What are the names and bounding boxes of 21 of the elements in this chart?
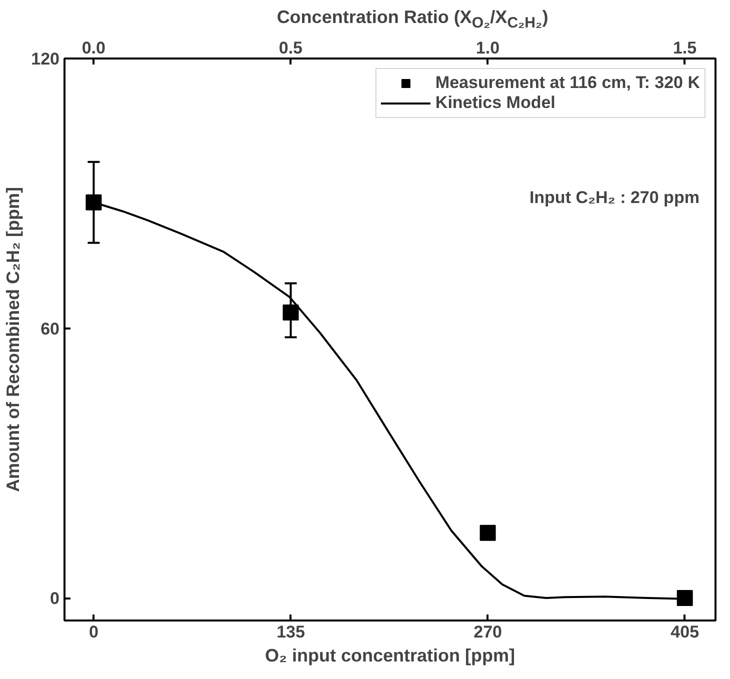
point bbox=[86, 194, 102, 210]
x2-tick-label: 0.0 bbox=[82, 38, 106, 58]
x-tick-label: 135 bbox=[276, 622, 305, 642]
x-tick-label: 405 bbox=[670, 622, 700, 642]
point bbox=[480, 524, 496, 541]
x2-tick-label: 1.0 bbox=[476, 38, 500, 58]
x-tick-label: 0 bbox=[88, 622, 98, 642]
x-axis-title: O₂ input concentration [ppm] bbox=[265, 646, 515, 666]
y-axis-title: Amount of Recombined C₂H₂ [ppm] bbox=[3, 187, 24, 492]
point bbox=[282, 304, 299, 321]
annotation: Input C₂H₂ : 270 ppm bbox=[529, 188, 700, 207]
y-tick-label: 60 bbox=[40, 319, 60, 338]
y-tick-label: 120 bbox=[31, 50, 60, 68]
legend-label: Kinetics Model bbox=[435, 93, 556, 113]
x-tick-label: 270 bbox=[474, 622, 502, 642]
x2-tick-label: 1.5 bbox=[672, 38, 697, 58]
y-tick-label: 0 bbox=[50, 589, 60, 608]
legend-label: Measurement at 116 cm, T: 320 K bbox=[435, 73, 700, 93]
x2-axis-title: Concentration Ratio (X$_{O₂}$/X$_{C₂H₂}$) bbox=[276, 6, 548, 34]
point bbox=[676, 590, 693, 606]
x2-tick-label: 0.5 bbox=[278, 38, 303, 58]
